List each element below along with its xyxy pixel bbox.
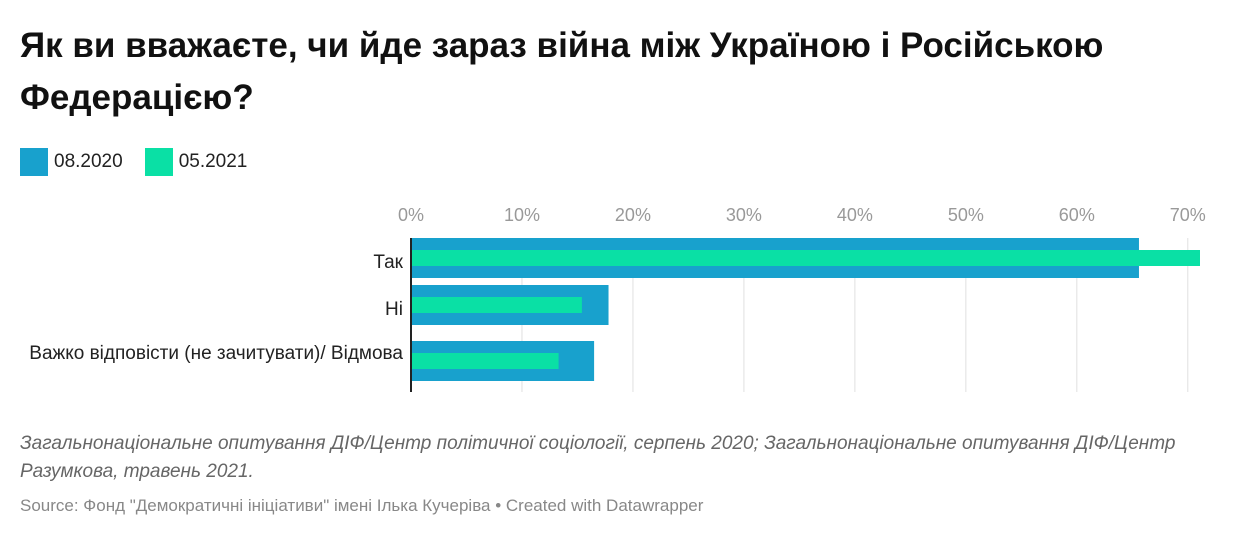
x-tick-label: 30% bbox=[726, 205, 762, 225]
category-label: Важко відповісти (не зачитувати)/ Відмов… bbox=[29, 343, 403, 364]
bar bbox=[411, 297, 582, 313]
notes: Загальнонаціональне опитування ДІФ/Центр… bbox=[20, 433, 1176, 482]
x-tick-label: 20% bbox=[615, 205, 651, 225]
bar bbox=[411, 250, 1200, 266]
x-tick-label: 10% bbox=[504, 205, 540, 225]
category-label: Ні bbox=[385, 299, 403, 320]
legend-swatch bbox=[144, 148, 173, 176]
legend-swatch bbox=[20, 148, 48, 176]
category-label: Так bbox=[373, 252, 403, 273]
x-tick-label: 0% bbox=[398, 205, 424, 225]
chart-title: Як ви вважаєте, чи йде зараз війна між У… bbox=[20, 26, 1104, 117]
legend-label: 05.2021 bbox=[178, 151, 248, 172]
legend: 08.2020 05.2021 bbox=[20, 148, 247, 176]
legend-label: 08.2020 bbox=[54, 151, 123, 172]
x-tick-label: 60% bbox=[1059, 205, 1095, 225]
x-tick-label: 70% bbox=[1170, 205, 1206, 225]
bar bbox=[411, 353, 559, 369]
legend-item: 08.2020 bbox=[20, 148, 123, 176]
legend-item: 05.2021 bbox=[144, 148, 248, 176]
x-tick-label: 50% bbox=[948, 205, 984, 225]
source: Source: Фонд "Демократичні ініціативи" і… bbox=[20, 496, 704, 515]
x-tick-label: 40% bbox=[837, 205, 873, 225]
